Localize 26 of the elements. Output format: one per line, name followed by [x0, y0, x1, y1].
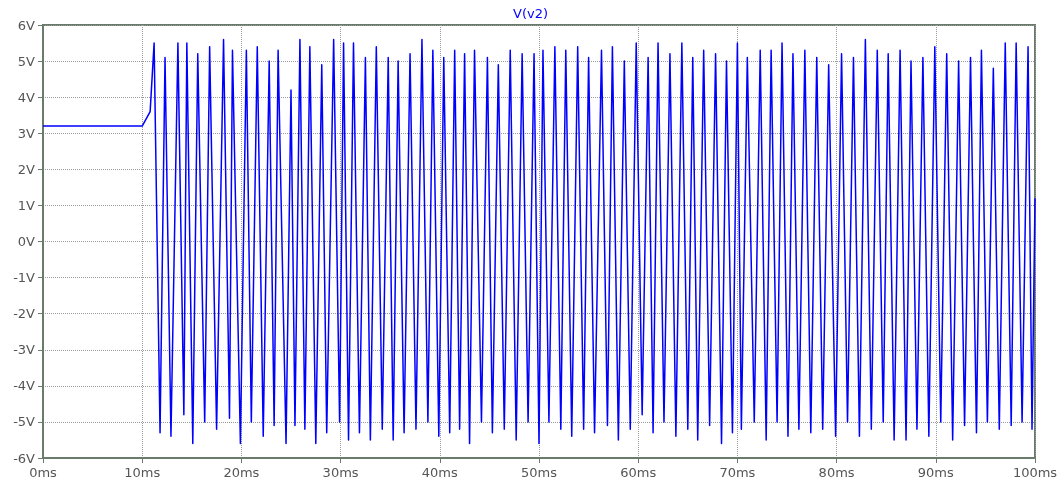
y-tick-label: 3V	[17, 125, 36, 141]
y-tick-label: 6V	[17, 17, 36, 33]
x-tick-label: 40ms	[421, 465, 459, 480]
y-tick-label: -2V	[13, 306, 36, 322]
chart-title: V(v2)	[512, 6, 549, 21]
x-tick-label: 0ms	[29, 465, 58, 480]
y-tick-label: 1V	[17, 197, 36, 213]
y-tick-label: 0V	[17, 234, 36, 249]
x-tick-label: 60ms	[620, 465, 657, 480]
y-tick-label: -1V	[13, 270, 36, 286]
y-tick-label: -5V	[13, 414, 36, 430]
y-tick-label: -6V	[13, 450, 36, 466]
x-tick-label: 30ms	[322, 465, 359, 480]
x-tick-label: 50ms	[521, 465, 558, 480]
x-tick-label: 100ms	[1012, 465, 1058, 480]
y-tick-label: 5V	[17, 53, 36, 69]
x-tick-label: 70ms	[719, 465, 756, 480]
y-tick-label: 2V	[17, 161, 36, 177]
x-tick-label: 90ms	[917, 465, 955, 480]
x-tick-label: 10ms	[124, 465, 161, 480]
x-tick-label: 80ms	[818, 465, 855, 480]
y-tick-label: -3V	[13, 342, 36, 358]
y-tick-label: 4V	[17, 89, 36, 105]
x-tick-label: 20ms	[223, 465, 260, 480]
y-tick-label: -4V	[13, 378, 36, 394]
line-series	[42, 38, 1036, 445]
